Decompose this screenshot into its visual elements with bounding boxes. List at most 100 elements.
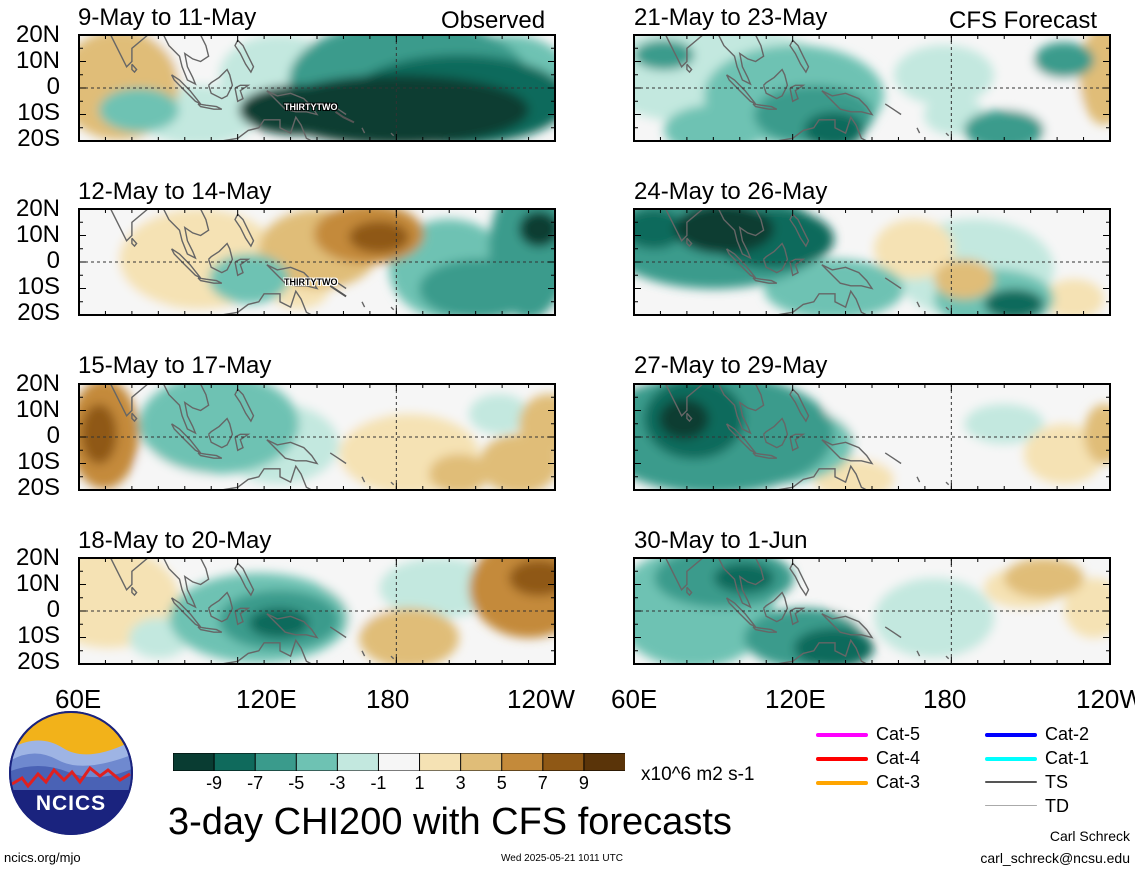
legend-label-cat-2: Cat-2 — [1045, 724, 1090, 744]
panel-title-obs-1: 9-May to 11-May — [78, 4, 257, 31]
anomaly-contour — [794, 628, 874, 664]
coastline — [390, 132, 395, 137]
forecast-map-panel-1 — [633, 34, 1111, 142]
coastline — [234, 258, 251, 277]
coastline — [162, 209, 210, 260]
coastline — [821, 439, 874, 465]
coastline — [197, 626, 223, 633]
anomaly-contour — [984, 289, 1044, 315]
lat-label: 20N — [15, 21, 60, 48]
coastline — [884, 452, 902, 465]
anomaly-contour — [1079, 35, 1110, 125]
storm-track — [334, 110, 355, 124]
coastline — [234, 39, 255, 74]
coastline — [789, 258, 806, 277]
coastline — [665, 35, 704, 68]
coastline — [266, 90, 319, 116]
coastline — [131, 412, 138, 423]
colorbar-swatch — [501, 752, 544, 772]
anomaly-contour — [934, 259, 994, 299]
colorbar-swatch — [254, 752, 298, 772]
coastline — [665, 558, 704, 591]
lon-label-120e-right: 120E — [765, 684, 826, 714]
coastline — [390, 655, 395, 660]
colorbar-swatch — [213, 752, 257, 772]
coastline — [234, 607, 251, 626]
coastline — [776, 115, 868, 141]
anomaly-contour — [519, 211, 555, 247]
storm-label-1: THIRTYTWO — [284, 102, 338, 112]
coastline — [945, 306, 950, 311]
lat-label: 20S — [17, 474, 60, 501]
coastline — [207, 68, 234, 100]
coastline — [170, 248, 202, 279]
coastline — [762, 417, 789, 449]
coastline — [390, 306, 395, 311]
observed-map-panel-4 — [78, 557, 556, 665]
panel-title-obs-4: 18-May to 20-May — [78, 527, 272, 554]
coastline — [131, 237, 138, 248]
colorbar-tick: -7 — [247, 773, 264, 793]
coastline — [752, 452, 778, 459]
coastline — [945, 655, 950, 660]
colorbar-swatch — [336, 752, 380, 772]
coastline — [162, 558, 210, 609]
coastline — [725, 248, 757, 279]
coastline — [329, 452, 347, 465]
coastline — [234, 562, 255, 597]
anomaly-contour — [674, 209, 774, 254]
anomaly-contour — [489, 209, 555, 315]
lat-label: 10N — [15, 221, 60, 248]
coastline — [329, 277, 347, 290]
legend-line-cat-3 — [816, 781, 868, 785]
coastline — [197, 103, 223, 110]
anomaly-contour — [1004, 558, 1084, 598]
coastline — [776, 464, 868, 490]
anomaly-contour — [714, 563, 774, 593]
anomaly-contour — [659, 399, 709, 439]
coastline — [789, 39, 810, 74]
coastline — [221, 289, 313, 315]
colorbar-swatch — [377, 752, 421, 772]
coastline — [762, 68, 789, 100]
anomaly-contour — [349, 221, 409, 253]
footer-url[interactable]: ncics.org/mjo — [4, 850, 81, 865]
coastline — [916, 650, 921, 657]
legend-label-cat-5: Cat-5 — [876, 724, 921, 744]
footer-email[interactable]: carl_schreck@ncsu.edu — [980, 850, 1130, 866]
colorbar-tick: -1 — [370, 773, 387, 793]
coastline — [162, 384, 210, 435]
legend-label-ts: TS — [1045, 772, 1069, 792]
coastline — [686, 63, 693, 74]
anomaly-contour — [764, 259, 904, 315]
lon-label-180-right: 180 — [923, 684, 967, 714]
coastline — [361, 301, 366, 308]
forecast-map-panel-2 — [633, 208, 1111, 316]
anomaly-contour — [139, 384, 299, 474]
coastline — [945, 481, 950, 486]
observed-tag: Observed — [441, 7, 546, 34]
coastline — [789, 84, 806, 103]
anomaly-contour — [964, 110, 1044, 141]
forecast-map-panel-4 — [633, 557, 1111, 665]
coastline — [686, 586, 693, 597]
lat-label: 20S — [17, 299, 60, 326]
storm-track — [329, 284, 347, 298]
coastline — [884, 103, 902, 116]
footer-author: Carl Schreck — [1049, 828, 1130, 844]
anomaly-contour — [379, 558, 499, 618]
lon-label-120w-right: 120W — [1076, 684, 1135, 714]
coastline — [361, 127, 366, 134]
coastline — [717, 209, 765, 260]
coastline — [686, 237, 693, 248]
coastline — [945, 132, 950, 137]
coastline — [752, 103, 778, 110]
anomaly-contour — [804, 112, 864, 141]
lat-label: 10S — [17, 99, 60, 126]
lat-label: 20S — [17, 125, 60, 152]
coastline — [110, 35, 149, 68]
coastline — [207, 591, 234, 623]
coastline — [789, 607, 806, 626]
colorbar-tick: 7 — [537, 773, 548, 793]
